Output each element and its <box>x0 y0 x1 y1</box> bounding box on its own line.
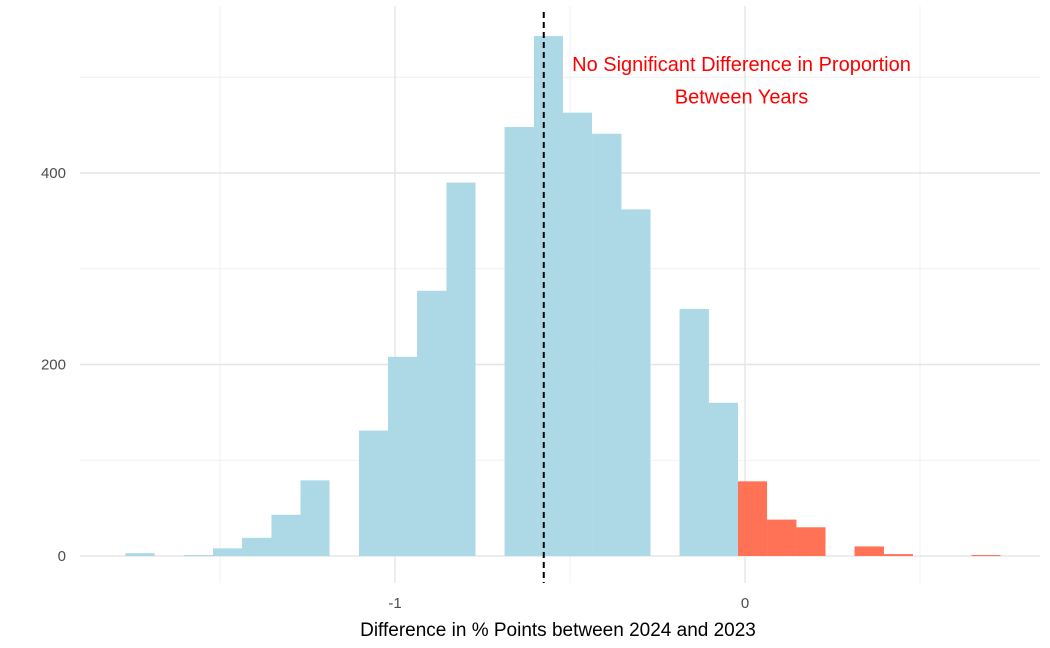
histogram-bar-negative <box>125 553 155 556</box>
histogram-bar-negative <box>504 127 534 556</box>
y-tick-label: 200 <box>41 357 66 374</box>
y-tick-label: 0 <box>58 548 66 565</box>
histogram-bar-positive <box>738 481 768 556</box>
annotation-line: Between Years <box>675 86 808 108</box>
histogram-bar-positive <box>883 554 913 556</box>
histogram-bar-negative <box>271 514 301 556</box>
histogram-bar-negative <box>708 402 738 556</box>
y-tick-label: 400 <box>41 165 66 182</box>
annotation-line: No Significant Difference in Proportion <box>572 54 911 76</box>
histogram-bar-negative <box>563 112 593 557</box>
x-axis-title: Difference in % Points between 2024 and … <box>360 620 756 641</box>
histogram-bar-negative <box>679 308 709 556</box>
x-tick-label: 0 <box>741 595 749 612</box>
histogram-bar-negative <box>417 290 447 556</box>
x-tick-label: -1 <box>388 595 401 612</box>
histogram-bar-negative <box>213 548 243 556</box>
histogram-bar-negative <box>183 555 213 557</box>
histogram-bars <box>125 36 1001 557</box>
axis-ticks: 0 200 400 -1 0 <box>41 165 749 612</box>
histogram-bar-positive <box>796 527 826 556</box>
histogram-bar-negative <box>533 36 563 556</box>
histogram-bar-negative <box>621 209 651 556</box>
histogram-bar-negative <box>388 356 418 556</box>
histogram-bar-negative <box>592 133 622 557</box>
histogram-bar-positive <box>854 546 884 556</box>
histogram-bar-negative <box>446 182 476 556</box>
annotation-group: No Significant Difference in Proportion B… <box>572 54 911 109</box>
histogram-bar-positive <box>767 519 797 556</box>
histogram-bar-negative <box>300 480 330 556</box>
histogram-bar-negative <box>242 537 272 556</box>
histogram-bar-negative <box>358 430 388 556</box>
histogram-bar-positive <box>971 555 1001 557</box>
